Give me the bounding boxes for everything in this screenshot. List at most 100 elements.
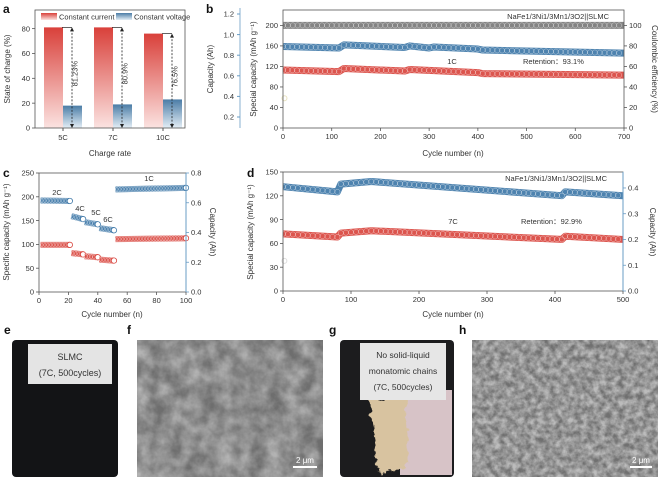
panel-d-x-tick-label: 100	[345, 295, 358, 304]
panel-b-right-tick-label: 0	[629, 124, 633, 133]
panel-d-y-tick-label: 60	[270, 239, 278, 248]
panel-d-marker	[420, 182, 427, 189]
panel-b-marker	[460, 45, 467, 52]
panel-d-marker	[473, 232, 479, 239]
panel-b-marker	[387, 67, 394, 74]
panel-a-legend-voltage: Constant voltage	[134, 13, 190, 22]
panel-a-legend-swatch-voltage	[116, 13, 132, 20]
panel-c-marker	[61, 242, 67, 248]
panel-d-rate-label: 7C	[448, 217, 458, 226]
panel-c-marker	[130, 186, 136, 192]
panel-d-marker	[373, 228, 380, 234]
panel-c-end-marker	[110, 227, 118, 234]
panel-b-marker	[298, 44, 305, 50]
panel-d-marker	[454, 185, 460, 191]
panel-c-marker	[74, 214, 81, 221]
panel-d-ylabel: Special capacity (mAh g⁻¹)	[246, 184, 255, 280]
panel-b-marker	[460, 22, 467, 29]
panel-c-series-segment	[115, 184, 187, 193]
panel-d-marker	[454, 231, 460, 238]
panel-b-marker	[358, 22, 364, 29]
panel-d-marker	[378, 228, 384, 234]
panel-d-x-tick-label: 400	[549, 295, 562, 304]
panel-d-marker	[571, 233, 578, 240]
panel-b-marker	[308, 67, 314, 74]
panel-d-marker	[444, 231, 451, 238]
panel-b-marker	[533, 22, 540, 29]
panel-d-marker	[468, 186, 475, 192]
panel-b-marker	[416, 22, 423, 29]
panel-b-marker	[455, 45, 462, 51]
panel-b-marker	[308, 44, 314, 51]
panel-b-marker	[523, 71, 530, 77]
panel-b-marker	[331, 68, 338, 75]
panel-b-marker	[348, 22, 355, 29]
panel-b-marker	[484, 22, 491, 29]
panel-a-bar-constant-voltage	[113, 104, 132, 128]
panel-b-marker	[406, 22, 413, 29]
panel-c-marker	[37, 197, 44, 204]
panel-d-marker	[411, 229, 418, 236]
panel-b-marker	[294, 22, 301, 29]
panel-c-series-segment	[115, 235, 187, 243]
panel-d-marker	[567, 189, 573, 196]
panel-d-marker	[520, 234, 527, 241]
panel-c-right-tick-label: 0.6	[191, 198, 201, 207]
panel-b-marker	[382, 22, 389, 29]
panel-d-marker	[506, 188, 513, 195]
panel-b-marker	[465, 45, 471, 52]
panel-b-marker	[494, 70, 501, 77]
panel-d-marker	[525, 235, 532, 241]
photo-g-label-2: monatomic chains	[369, 366, 438, 376]
panel-b-marker	[445, 68, 452, 75]
panel-b-marker	[470, 69, 476, 76]
panel-c-marker	[147, 185, 154, 192]
panel-b-marker	[606, 72, 613, 78]
panel-c-marker	[52, 197, 59, 204]
panel-b-marker	[591, 49, 598, 56]
panel-d-y-tick-label: 90	[270, 215, 278, 224]
panel-d-x-tick-label: 500	[617, 295, 630, 304]
panel-d-series-specific-capacity	[282, 227, 624, 243]
panel-b-marker	[489, 70, 496, 77]
panel-d-marker	[397, 180, 403, 187]
panel-c-x-tick-label: 20	[64, 296, 72, 305]
panel-d-marker	[458, 185, 465, 192]
panel-b-marker	[383, 67, 389, 74]
panel-d-marker	[492, 233, 499, 240]
panel-d-marker	[586, 234, 593, 241]
panel-b-marker	[499, 47, 506, 54]
panel-letter-g: g	[329, 323, 336, 337]
panel-b-marker	[499, 70, 506, 77]
panel-b-y-tick-label: 160	[265, 42, 278, 51]
panel-b-marker	[323, 22, 330, 29]
panel-b-marker	[345, 42, 352, 48]
panel-d-marker	[397, 229, 403, 235]
panel-a-plot-frame	[34, 9, 186, 129]
panel-d-marker	[444, 184, 451, 191]
panel-letter-e: e	[4, 323, 11, 337]
panel-b-marker	[285, 22, 291, 29]
panel-c-marker	[136, 186, 142, 192]
panel-d-marker	[334, 234, 341, 240]
panel-b-x-tick-label: 500	[520, 132, 533, 141]
panel-b-marker	[484, 47, 491, 54]
panel-b-marker	[606, 22, 613, 29]
panel-b-marker	[343, 22, 350, 29]
panel-b-marker	[543, 48, 549, 55]
panel-b-marker	[440, 22, 447, 29]
panel-c-marker	[74, 250, 81, 257]
panel-b-marker	[479, 70, 486, 77]
panel-b-marker	[533, 71, 540, 78]
panel-b-y-tick-label: 120	[265, 62, 278, 71]
panel-c-y-tick-label: 200	[21, 193, 34, 202]
panel-d-first-cycle-marker	[281, 257, 288, 264]
panel-b-outer-tick-label: 0.6	[224, 72, 234, 81]
panel-b-marker	[416, 44, 423, 50]
panel-c-marker	[165, 185, 172, 192]
panel-b-marker	[548, 71, 554, 78]
panel-b-marker	[562, 49, 569, 55]
panel-a-percent-label: 76.5%	[171, 66, 180, 88]
panel-c-marker	[46, 197, 53, 204]
panel-c-marker	[121, 186, 128, 193]
